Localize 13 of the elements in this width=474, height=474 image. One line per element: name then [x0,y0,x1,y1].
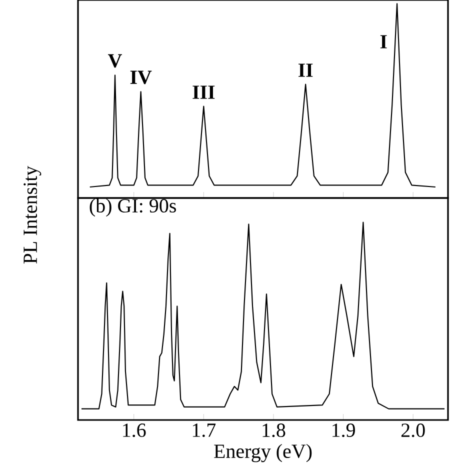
chart-title: (b) GI: 90s [90,198,176,217]
x-tick-label: 1.8 [262,424,286,438]
annotation: III [192,86,215,99]
annotation: V [108,54,122,68]
x-tick-label: 1.6 [123,424,146,438]
x-tick-label: 2.0 [401,424,425,438]
y-axis-title: PL Intensity [24,166,42,264]
x-axis-title: Energy (eV) [214,444,312,462]
annotation: IV [130,70,152,84]
annotation: II [298,64,313,77]
x-tick-label: 1.7 [192,424,216,438]
annotation: I [380,35,387,48]
x-tick-label: 1.9 [332,424,355,438]
